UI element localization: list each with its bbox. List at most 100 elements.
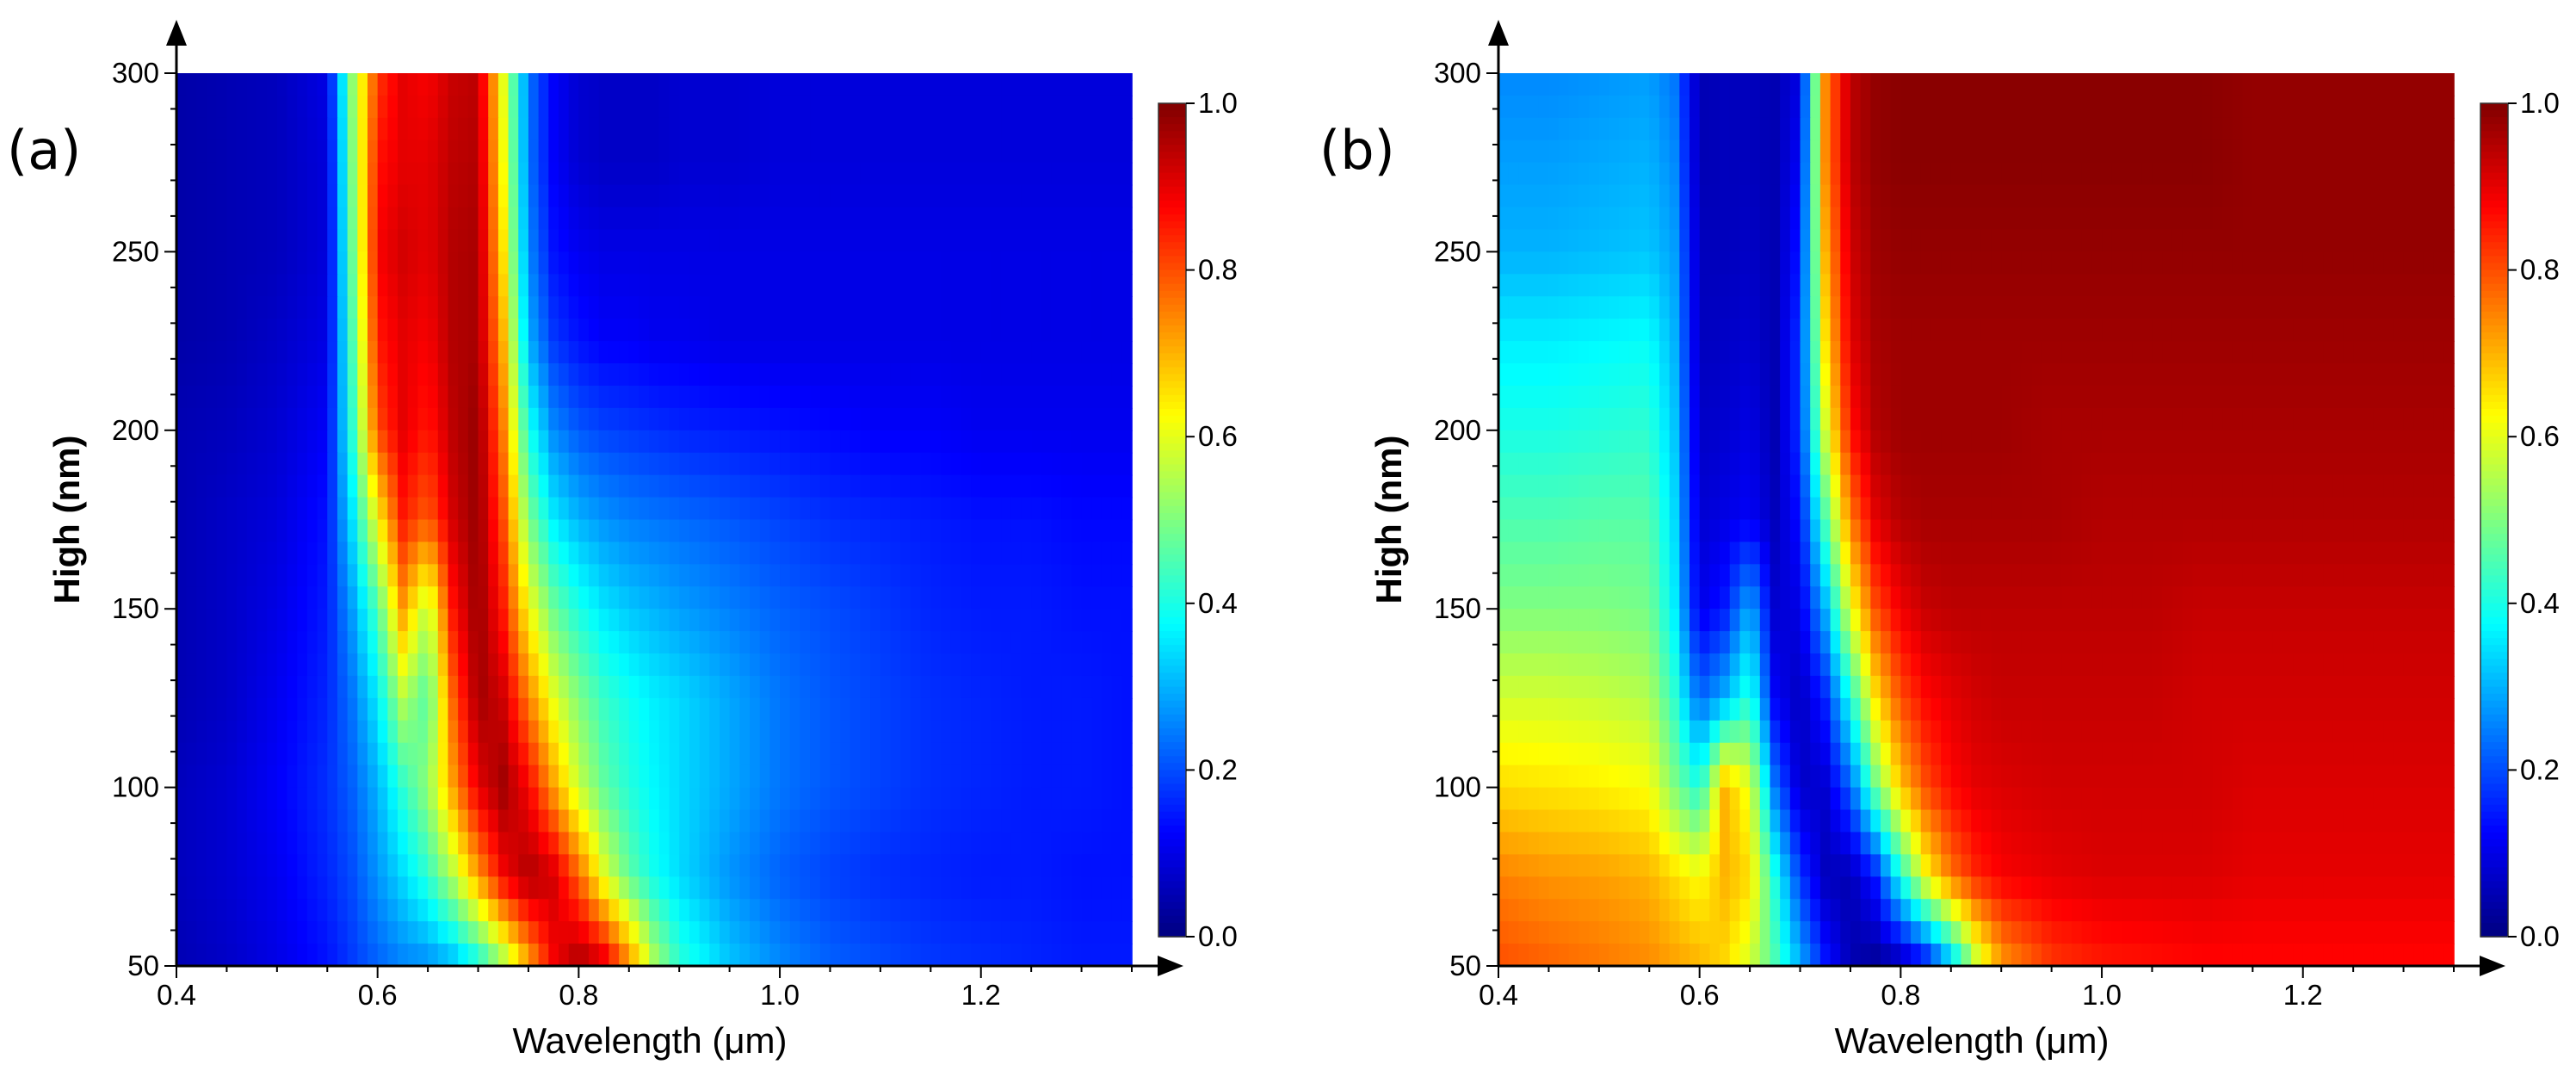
heatmap-cell [628, 586, 640, 610]
heatmap-cell [488, 876, 499, 901]
heatmap-cell [699, 742, 711, 766]
heatmap-cell [207, 921, 218, 944]
heatmap-cell [559, 876, 570, 901]
heatmap-cell [1001, 251, 1012, 275]
heatmap-cell [669, 832, 681, 856]
heatmap-cell [719, 832, 731, 856]
heatmap-cell [1518, 95, 1529, 119]
heatmap-cell [750, 274, 761, 298]
heatmap-cell [568, 407, 580, 431]
heatmap-cell [176, 653, 188, 677]
heatmap-cell [628, 95, 640, 119]
heatmap-cell [2222, 139, 2233, 164]
heatmap-cell [658, 832, 670, 856]
heatmap-cell [398, 474, 409, 498]
heatmap-cell [639, 274, 650, 298]
colorbar-segment [1158, 860, 1186, 869]
heatmap-cell [478, 407, 490, 431]
heatmap-cell [377, 876, 389, 901]
heatmap-cell [961, 139, 972, 164]
heatmap-cell [980, 274, 992, 298]
heatmap-cell [669, 319, 681, 342]
heatmap-cell [1498, 73, 1510, 96]
heatmap-cell [478, 675, 490, 699]
heatmap-cell [528, 675, 540, 699]
heatmap-cell [297, 609, 308, 632]
heatmap-cell [297, 319, 308, 342]
heatmap-cell [287, 385, 299, 409]
heatmap-cell [1091, 854, 1103, 878]
colorbar-segment [1158, 179, 1186, 188]
heatmap-cell [267, 296, 278, 319]
heatmap-cell [941, 452, 952, 476]
heatmap-cell [337, 385, 349, 409]
heatmap-cell [628, 407, 640, 431]
heatmap-cell [377, 675, 389, 699]
heatmap-cell [518, 697, 529, 721]
heatmap-cell [1031, 452, 1042, 476]
heatmap-cell [870, 385, 881, 409]
heatmap-cell [256, 184, 268, 208]
heatmap-cell [2423, 251, 2435, 275]
heatmap-cell [890, 809, 902, 833]
heatmap-cell [961, 697, 972, 721]
heatmap-cell [1041, 251, 1053, 275]
heatmap-cell [910, 944, 922, 967]
heatmap-cell [368, 207, 379, 231]
heatmap-cell [1031, 742, 1042, 766]
heatmap-cell [1559, 139, 1570, 164]
heatmap-cell [559, 697, 570, 721]
heatmap-cell [679, 787, 690, 811]
heatmap-cell [1061, 586, 1072, 610]
heatmap-cell [2162, 274, 2173, 298]
heatmap-cell [2443, 229, 2455, 253]
heatmap-cell [528, 944, 540, 967]
heatmap-cell [2031, 73, 2042, 96]
heatmap-cell [1091, 117, 1103, 141]
heatmap-cell [1819, 139, 1832, 164]
heatmap-cell [860, 430, 872, 454]
heatmap-cell [196, 675, 207, 699]
heatmap-cell [930, 162, 942, 186]
heatmap-cell [870, 944, 881, 967]
heatmap-cell [226, 564, 238, 588]
heatmap-cell [1810, 162, 1821, 186]
heatmap-cell [2182, 117, 2194, 141]
colorbar-segment [1158, 929, 1186, 938]
heatmap-cell [458, 274, 469, 298]
heatmap-cell [598, 117, 610, 141]
heatmap-cell [2313, 229, 2324, 253]
heatmap-cell [287, 117, 299, 141]
heatmap-cell [669, 95, 681, 119]
heatmap-cell [689, 207, 701, 231]
heatmap-cell [819, 452, 831, 476]
heatmap-cell [1819, 184, 1832, 208]
heatmap-cell [478, 876, 490, 901]
heatmap-cell [478, 319, 490, 342]
heatmap-cell [2433, 207, 2445, 231]
heatmap-cell [1061, 139, 1072, 164]
heatmap-cell [890, 609, 902, 632]
heatmap-cell [458, 675, 469, 699]
heatmap-cell [437, 117, 449, 141]
heatmap-cell [428, 653, 439, 677]
heatmap-cell [1860, 117, 1872, 141]
heatmap-cell [810, 162, 821, 186]
heatmap-cell [518, 854, 529, 878]
heatmap-cell [1548, 251, 1560, 275]
heatmap-cell [739, 631, 751, 654]
heatmap-cell [900, 385, 911, 409]
heatmap-cell [941, 675, 952, 699]
heatmap-cell [347, 184, 359, 208]
heatmap-cell [176, 385, 188, 409]
colorbar-segment [1158, 339, 1186, 348]
heatmap-cell [870, 73, 881, 96]
heatmap-cell [2433, 229, 2445, 253]
heatmap-cell [417, 653, 429, 677]
heatmap-cell [1971, 229, 1982, 253]
heatmap-cell [207, 95, 218, 119]
heatmap-cell [729, 229, 741, 253]
colorbar-segment [1158, 575, 1186, 584]
heatmap-cell [267, 363, 278, 387]
heatmap-cell [2343, 139, 2354, 164]
